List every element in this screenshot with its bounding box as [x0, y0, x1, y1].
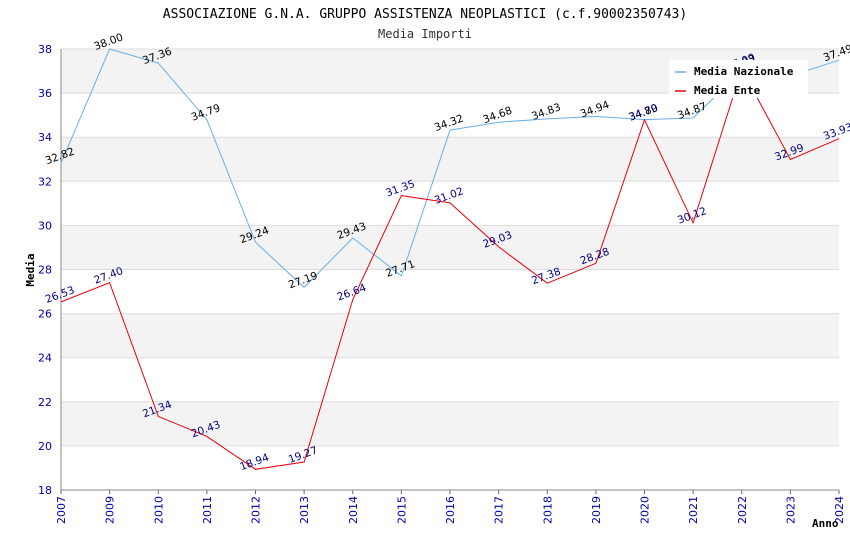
series-line-media-nazionale: [60, 48, 840, 289]
series-line-media-ente: [60, 67, 840, 470]
plot-band: [61, 269, 839, 314]
x-tick-label: 2013: [298, 496, 311, 524]
plot-bands: [61, 49, 839, 490]
x-tick-label: 2022: [736, 496, 749, 524]
chart-subtitle: Media Importi: [378, 27, 472, 41]
x-tick-label: 2011: [201, 496, 214, 524]
y-tick-label: 24: [38, 352, 52, 365]
x-tick-label: 2019: [590, 496, 603, 524]
y-tick-label: 20: [38, 440, 52, 453]
x-tick-label: 2016: [444, 496, 457, 524]
x-tick-label: 2021: [687, 496, 700, 524]
x-tick-label: 2014: [347, 496, 360, 524]
y-tick-label: 30: [38, 219, 52, 232]
y-tick-label: 32: [38, 175, 52, 188]
x-tick-label: 2018: [541, 496, 554, 524]
axes: [60, 49, 840, 494]
x-tick-label: 2023: [784, 496, 797, 524]
x-tick-label: 2017: [493, 496, 506, 524]
x-tick-label: 2015: [395, 496, 408, 524]
legend: Media Nazionale Media Ente: [669, 60, 808, 98]
y-tick-label: 22: [38, 396, 52, 409]
series-lines: [60, 48, 840, 470]
legend-label-media-ente: Media Ente: [694, 84, 761, 97]
x-tick-label: 2007: [55, 496, 68, 524]
legend-label-media-nazionale: Media Nazionale: [694, 65, 794, 78]
plot-band: [61, 225, 839, 270]
y-tick-label: 36: [38, 87, 52, 100]
chart-title: ASSOCIAZIONE G.N.A. GRUPPO ASSISTENZA NE…: [163, 7, 687, 22]
plot-band: [61, 313, 839, 358]
plot-band: [61, 357, 839, 402]
y-axis-label: Media: [24, 253, 37, 286]
y-tick-label: 28: [38, 264, 52, 277]
y-tick-label: 38: [38, 43, 52, 56]
x-tick-label: 2012: [250, 496, 263, 524]
legend-box: [669, 60, 808, 98]
y-tick-label: 34: [38, 131, 52, 144]
plot-band: [61, 401, 839, 446]
x-tick-label: 2010: [152, 496, 165, 524]
x-tick-label: 2020: [639, 496, 652, 524]
x-tick-label: 2024: [833, 496, 846, 524]
plot-band: [61, 445, 839, 490]
y-tick-label: 26: [38, 308, 52, 321]
y-tick-label: 18: [38, 484, 52, 497]
plot-band: [61, 137, 839, 182]
x-tick-label: 2009: [104, 496, 117, 524]
x-axis-label: Anno: [812, 517, 839, 530]
